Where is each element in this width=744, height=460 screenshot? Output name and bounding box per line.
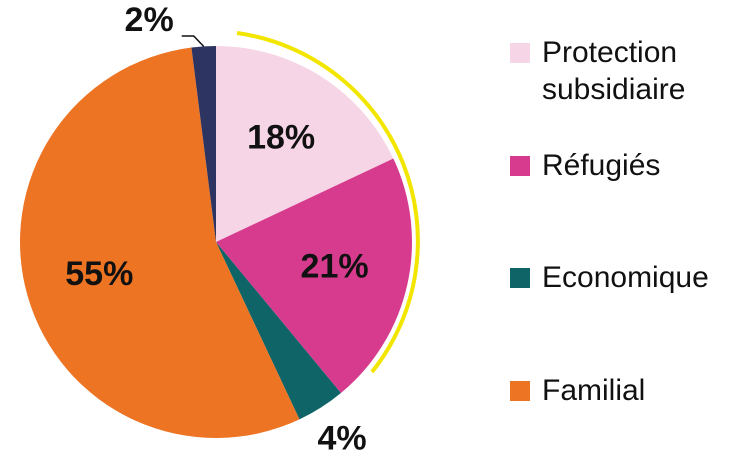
legend-label: Familial xyxy=(542,374,646,407)
value-label: 4% xyxy=(317,420,366,458)
legend-swatch xyxy=(510,43,530,63)
pie-slice xyxy=(216,158,412,394)
legend-entry: Economique xyxy=(510,259,740,296)
legend-swatch xyxy=(510,156,530,176)
value-label: 2% xyxy=(125,1,174,39)
legend-entry: Protection subsidiaire xyxy=(510,34,740,108)
legend-label: Protection subsidiaire xyxy=(542,36,686,106)
legend-swatch xyxy=(510,268,530,288)
value-label: 21% xyxy=(301,247,369,285)
highlight-arc xyxy=(236,31,420,374)
pie-slice xyxy=(19,47,300,439)
pie-slice xyxy=(216,46,394,242)
value-label: 18% xyxy=(247,118,315,156)
leader-line xyxy=(181,35,205,47)
legend-label: Réfugiés xyxy=(542,149,661,182)
legend-entry: Réfugiés xyxy=(510,147,740,184)
legend-swatch xyxy=(510,381,530,401)
value-label: 55% xyxy=(65,255,133,293)
pie-slice xyxy=(216,242,341,420)
pie-slice xyxy=(191,46,216,242)
legend-label: Economique xyxy=(542,261,709,294)
legend-entry: Familial xyxy=(510,372,740,409)
